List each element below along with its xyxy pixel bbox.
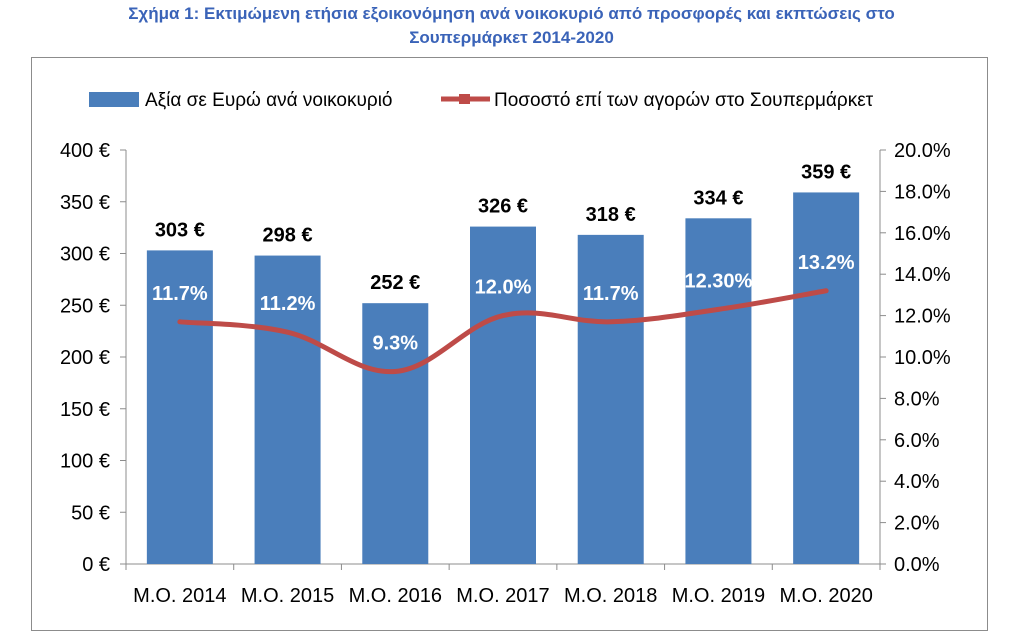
bar <box>793 192 860 564</box>
y-right-tick-label: 4.0% <box>894 471 940 493</box>
y-right-tick-label: 2.0% <box>894 513 940 535</box>
y-right-tick-label: 14.0% <box>894 264 951 286</box>
percent-data-label: 9.3% <box>372 332 418 354</box>
line-point <box>177 319 182 324</box>
y-left-tick-label: 0 € <box>82 554 110 576</box>
percent-data-label: 12.30% <box>685 270 753 292</box>
y-right-tick-label: 6.0% <box>894 430 940 452</box>
chart-title-line1: Σχήμα 1: Εκτιμώμενη ετήσια εξοικονόμηση … <box>128 4 895 23</box>
x-tick-label: Μ.Ο. 2018 <box>564 585 657 607</box>
percent-data-label: 11.7% <box>152 283 208 305</box>
y-left-tick-label: 300 € <box>60 244 110 266</box>
legend-label-line: Ποσοστό επί των αγορών στο Σουπερμάρκετ <box>494 90 874 111</box>
chart-frame <box>31 57 988 631</box>
percent-data-label: 13.2% <box>798 252 855 274</box>
line-point <box>824 288 829 293</box>
bar-value-label: 252 € <box>370 272 420 294</box>
x-tick-label: Μ.Ο. 2017 <box>456 585 549 607</box>
y-left-tick-label: 200 € <box>60 347 110 369</box>
y-left-tick-label: 100 € <box>60 451 110 473</box>
line-point <box>501 313 505 318</box>
y-right-tick-label: 16.0% <box>894 223 951 245</box>
x-tick-label: Μ.Ο. 2015 <box>241 585 334 607</box>
y-right-tick-label: 12.0% <box>894 306 951 328</box>
percent-data-label: 11.7% <box>583 283 639 305</box>
percent-data-label: 11.2% <box>260 293 316 315</box>
bar-value-label: 318 € <box>586 204 636 226</box>
chart-title: Σχήμα 1: Εκτιμώμενη ετήσια εξοικονόμηση … <box>0 2 1023 50</box>
legend-swatch-bar <box>89 92 139 107</box>
bar-value-label: 326 € <box>478 196 528 218</box>
legend: Αξία σε Ευρώ ανά νοικοκυριό Ποσοστό επί τ… <box>89 90 874 111</box>
line-point <box>285 330 290 335</box>
legend-label-bar: Αξία σε Ευρώ ανά νοικοκυριό <box>145 90 392 111</box>
x-tick-label: Μ.Ο. 2019 <box>672 585 765 607</box>
y-right-tick-label: 10.0% <box>894 347 951 369</box>
line-point <box>393 369 398 374</box>
chart-title-line2: Σουπερμάρκετ 2014-2020 <box>409 28 614 47</box>
y-right-tick-label: 18.0% <box>894 181 951 203</box>
bar-value-label: 298 € <box>263 225 313 247</box>
line-point <box>716 307 721 312</box>
bar-value-label: 359 € <box>801 161 851 183</box>
percent-data-label: 12.0% <box>475 277 532 299</box>
bar <box>577 234 644 564</box>
y-left-tick-label: 150 € <box>60 399 110 421</box>
bar <box>146 250 213 564</box>
bar-value-label: 334 € <box>693 187 743 209</box>
bar <box>254 255 321 564</box>
x-tick-label: Μ.Ο. 2020 <box>779 585 872 607</box>
y-left-tick-label: 350 € <box>60 192 110 214</box>
line-series <box>177 288 829 375</box>
bar <box>470 226 536 564</box>
legend-swatch-line-marker <box>459 94 470 104</box>
x-tick-label: Μ.Ο. 2016 <box>349 585 442 607</box>
axes: 0 € 50 € 100 € 150 € 200 € 250 € 300 € 350 € 400… <box>60 140 951 607</box>
bar <box>685 218 752 564</box>
data-labels: 303 € 298 € 252 € 326 € 318 € 334 € 359 € 11.7%… <box>152 161 855 354</box>
bars <box>146 192 860 564</box>
y-left-tick-label: 250 € <box>60 295 110 317</box>
y-left-tick-label: 50 € <box>71 502 110 524</box>
y-right-tick-label: 20.0% <box>894 140 951 162</box>
y-left-tick-label: 400 € <box>60 140 110 162</box>
bar <box>362 303 429 564</box>
y-right-tick-label: 8.0% <box>894 388 940 410</box>
y-right-tick-label: 0.0% <box>894 554 940 576</box>
line-point <box>608 319 613 324</box>
x-tick-label: Μ.Ο. 2014 <box>133 585 226 607</box>
bar-value-label: 303 € <box>155 219 205 241</box>
